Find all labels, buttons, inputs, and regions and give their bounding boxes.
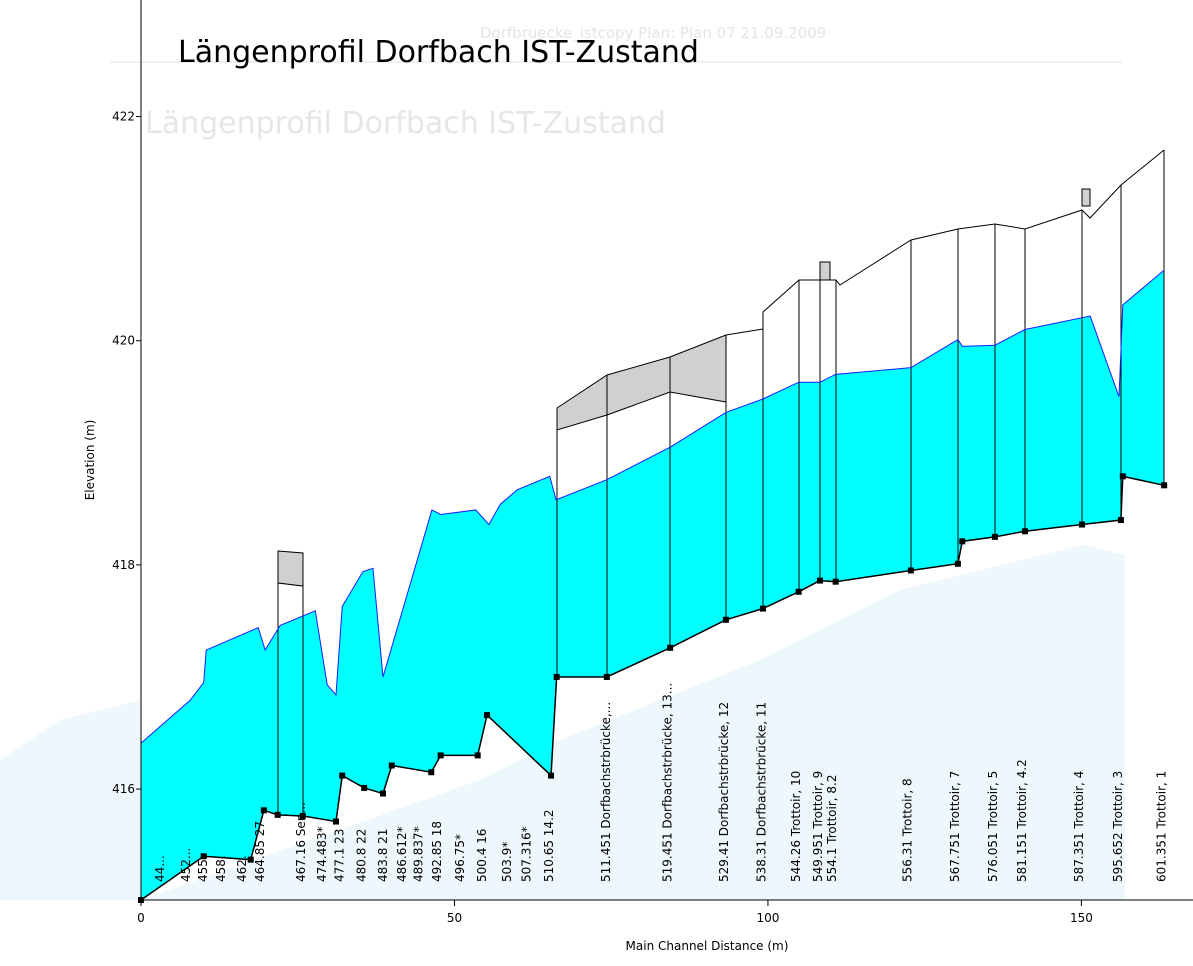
- station-label: 538.31 Dorfbachstrbrücke, 11: [755, 702, 769, 882]
- station-label: 595.652 Trottoir, 3: [1111, 771, 1125, 882]
- bed-point: [274, 811, 281, 818]
- x-axis-label: Main Channel Distance (m): [626, 939, 789, 953]
- bed-point: [361, 784, 368, 791]
- station-label: 567.751 Trottoir, 7: [948, 771, 962, 882]
- chart-title: Längenprofil Dorfbach IST-Zustand: [178, 35, 699, 70]
- station-label: 474.483*: [315, 826, 329, 882]
- bridge-deck: [1081, 188, 1091, 207]
- station-label: 511.451 Dorfbachstrbrücke,...: [599, 702, 613, 882]
- section-lines: [277, 150, 1165, 816]
- station-label: 455.: [196, 855, 210, 882]
- station-label: 529.41 Dorfbachstrbrücke, 12: [717, 702, 731, 882]
- bed-point: [437, 752, 444, 759]
- bed-point: [260, 807, 267, 814]
- bed-point: [991, 533, 998, 540]
- station-label: 500.4 16: [475, 829, 489, 882]
- bed-point: [722, 616, 729, 623]
- station-label: 492.85 18: [430, 821, 444, 882]
- bed-point: [200, 853, 207, 860]
- bed-point: [1117, 517, 1124, 524]
- station-label: 486.612*: [395, 826, 409, 882]
- station-label: 554.1 Trottoir, 8.2: [825, 775, 839, 882]
- foreground: 416 418 420 422 0 50 100 150 44... 452... 455. 458.…: [112, 0, 1193, 925]
- station-label: 503.9*: [500, 842, 514, 882]
- station-label: 544.26 Trottoir, 10: [789, 771, 803, 882]
- x-tick-label: 150: [1070, 911, 1093, 925]
- y-tick-label: 422: [112, 110, 135, 124]
- bed-point: [1021, 528, 1028, 535]
- bed-point: [332, 818, 339, 825]
- bed-point: [832, 578, 839, 585]
- station-label: 510.65 14.2: [542, 809, 556, 882]
- station-label: 458.: [214, 855, 228, 882]
- x-tick-label: 100: [756, 911, 779, 925]
- station-label: 467.16 Sen...: [294, 802, 308, 882]
- y-axis-label: Elevation (m): [83, 420, 97, 501]
- station-label: 576.051 Trottoir, 5: [986, 771, 1000, 882]
- station-label: 464.85 27: [253, 821, 267, 882]
- bed-point: [299, 812, 306, 819]
- bed-point: [954, 560, 961, 567]
- station-label: 483.8 21: [376, 829, 390, 882]
- station-label: 462.: [235, 855, 249, 882]
- bank-top: [725, 149, 1165, 336]
- bed-point: [484, 712, 491, 719]
- bed-point: [553, 673, 560, 680]
- station-label: 44...: [153, 855, 167, 882]
- ghost-title: Längenprofil Dorfbach IST-Zustand: [145, 106, 666, 141]
- bed-point: [379, 790, 386, 797]
- bed-point: [1161, 482, 1168, 489]
- y-tick-label: 420: [112, 334, 135, 348]
- water-fill: [141, 270, 1165, 901]
- bed-point: [247, 856, 254, 863]
- ghost-area: [0, 545, 1125, 900]
- y-tick-label: 418: [112, 558, 135, 572]
- station-label: 587.351 Trottoir, 4: [1072, 771, 1086, 882]
- station-label: 477.1 23: [333, 829, 347, 882]
- bed-point: [603, 673, 610, 680]
- bed-point: [959, 538, 966, 545]
- bed-point: [795, 588, 802, 595]
- station-label: 556.31 Trottoir, 8: [901, 778, 915, 882]
- plot: [141, 270, 1165, 901]
- station-label: 452...: [179, 848, 193, 882]
- bed-point: [1079, 521, 1086, 528]
- station-label: 480.8 22: [355, 829, 369, 882]
- y-tick-label: 416: [112, 782, 135, 796]
- bed-point: [548, 772, 555, 779]
- station-label: 581.151 Trottoir, 4.2: [1015, 759, 1029, 882]
- station-label: 549.951 Trottoir, 9: [811, 771, 825, 882]
- x-tick-label: 0: [137, 911, 145, 925]
- ghost-header: Dorfbruecke_istcopy Plan: Plan 07 21.09.…: [480, 24, 826, 43]
- bridge-deck: [277, 550, 304, 587]
- bed-point: [816, 577, 823, 584]
- bed-point: [474, 752, 481, 759]
- station-label: 601.351 Trottoir, 1: [1155, 771, 1169, 882]
- bed-point: [759, 605, 766, 612]
- bed-point: [339, 772, 346, 779]
- station-label: 519.451 Dorfbachstrbrücke, 13...: [661, 683, 675, 882]
- bridge-deck: [556, 334, 727, 431]
- bed-point: [907, 567, 914, 574]
- x-tick-label: 50: [447, 911, 462, 925]
- bed-point: [667, 644, 674, 651]
- station-label: 489.837*: [412, 826, 426, 882]
- bridge-deck: [819, 261, 831, 281]
- station-label: 496.75*: [453, 834, 467, 882]
- station-label: 507.316*: [520, 826, 534, 882]
- bed-point: [388, 762, 395, 769]
- water-surface-line: [140, 269, 1165, 744]
- bed-point: [1119, 473, 1126, 480]
- bed-point: [428, 769, 435, 776]
